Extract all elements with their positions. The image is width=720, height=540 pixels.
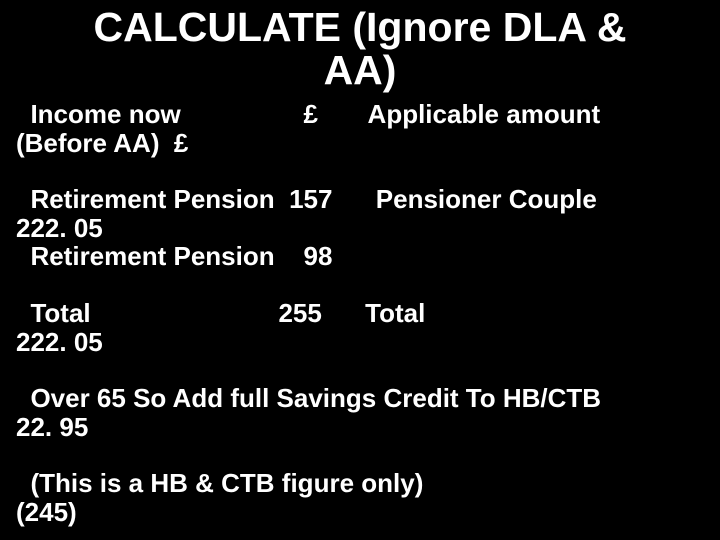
total-row: Total 255 Total <box>16 299 720 328</box>
slide-title: CALCULATE (Ignore DLA & AA) <box>0 0 720 92</box>
note-row: (This is a HB & CTB figure only) <box>16 469 720 498</box>
savings-credit-row: Over 65 So Add full Savings Credit To HB… <box>16 384 720 413</box>
spacer <box>16 441 720 469</box>
retirement-pension-row-2: Retirement Pension 98 <box>16 242 720 271</box>
spacer <box>16 157 720 185</box>
slide-body: Income now £ Applicable amount (Before A… <box>0 100 720 527</box>
savings-credit-amount-row: 22. 95 <box>16 413 720 442</box>
header-row: Income now £ Applicable amount <box>16 100 720 129</box>
spacer <box>16 271 720 299</box>
retirement-pension-amount-row: 222. 05 <box>16 214 720 243</box>
note-amount-row: (245) <box>16 498 720 527</box>
slide: CALCULATE (Ignore DLA & AA) Income now £… <box>0 0 720 540</box>
retirement-pension-row-1: Retirement Pension 157 Pensioner Couple <box>16 185 720 214</box>
title-line-2: AA) <box>0 49 720 92</box>
title-line-1: CALCULATE (Ignore DLA & <box>0 6 720 49</box>
total-amount-row: 222. 05 <box>16 328 720 357</box>
header-sub-row: (Before AA) £ <box>16 129 720 158</box>
spacer <box>16 356 720 384</box>
